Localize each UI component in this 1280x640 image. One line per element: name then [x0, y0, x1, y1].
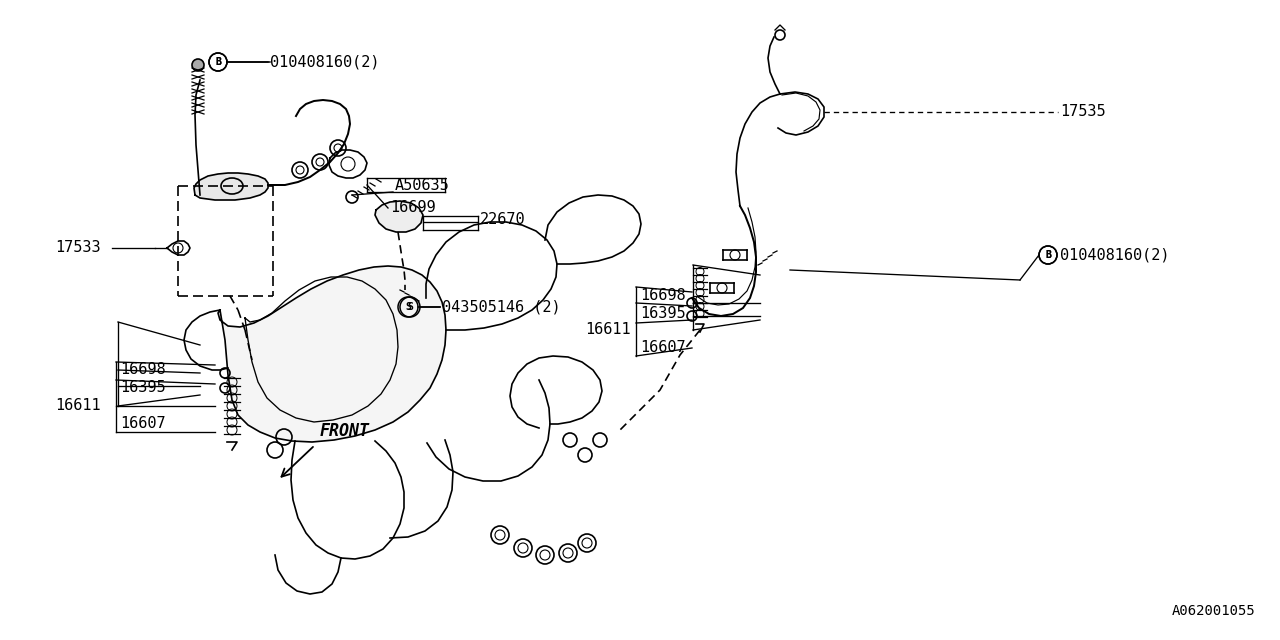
Text: 22670: 22670 — [480, 212, 526, 227]
Text: B: B — [1044, 250, 1051, 260]
Text: 17535: 17535 — [1060, 104, 1106, 120]
Polygon shape — [218, 266, 445, 442]
Text: B: B — [215, 57, 221, 67]
Polygon shape — [195, 173, 268, 200]
Text: S: S — [404, 302, 411, 312]
Polygon shape — [375, 201, 422, 232]
Text: 16395: 16395 — [640, 305, 686, 321]
Text: B: B — [215, 57, 221, 67]
Text: FRONT: FRONT — [320, 422, 370, 440]
Text: 010408160(2): 010408160(2) — [1060, 248, 1170, 262]
Text: 16698: 16698 — [120, 362, 165, 378]
Text: S: S — [407, 302, 413, 312]
Circle shape — [192, 59, 204, 71]
Text: 17533: 17533 — [55, 241, 101, 255]
Text: 043505146 (2): 043505146 (2) — [442, 300, 561, 314]
Text: 16611: 16611 — [585, 323, 631, 337]
Text: A062001055: A062001055 — [1171, 604, 1254, 618]
Text: A50635: A50635 — [396, 177, 449, 193]
Text: 16607: 16607 — [640, 340, 686, 355]
Text: B: B — [1044, 250, 1051, 260]
Text: 16698: 16698 — [640, 287, 686, 303]
Text: 16395: 16395 — [120, 381, 165, 396]
Text: 16607: 16607 — [120, 417, 165, 431]
Text: 16699: 16699 — [390, 200, 435, 216]
Text: 16611: 16611 — [55, 399, 101, 413]
Text: 010408160(2): 010408160(2) — [270, 54, 379, 70]
